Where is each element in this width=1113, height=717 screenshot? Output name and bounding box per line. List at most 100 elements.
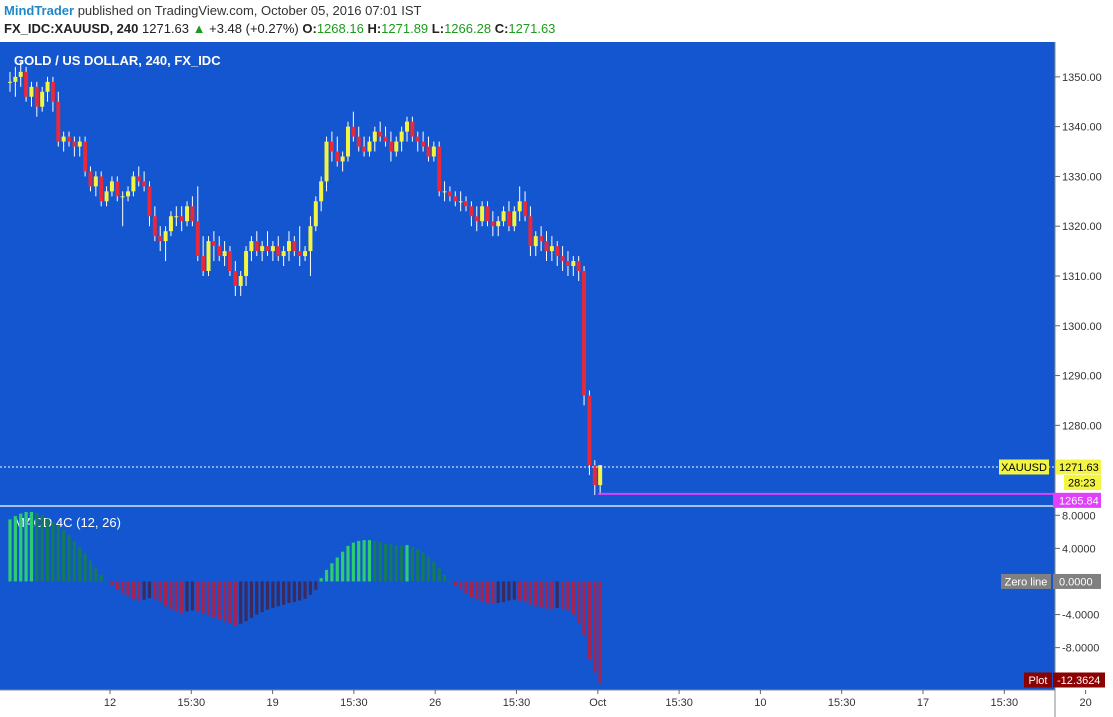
- low-label: L:: [431, 21, 445, 36]
- macd-bar: [29, 511, 34, 582]
- macd-bar: [421, 552, 425, 582]
- price-tick-label: 1350.00: [1062, 72, 1102, 84]
- candle: [539, 226, 544, 252]
- level-tag-text: 1265.84: [1059, 495, 1099, 507]
- macd-bar: [249, 581, 254, 618]
- macd-bar: [8, 519, 12, 582]
- macd-bar: [324, 569, 329, 582]
- low-value: 1266.28: [444, 21, 492, 36]
- high-value: 1271.89: [381, 21, 429, 36]
- countdown-text: 28:23: [1068, 478, 1096, 490]
- candle-body: [598, 465, 603, 486]
- time-tick-labels: 12 15:30 19 15:30 26 15:30 Oct 15:30 10 15:30 17 15…: [104, 690, 1092, 709]
- candle-body: [555, 246, 560, 257]
- candle-body: [523, 201, 528, 217]
- candle-body: [587, 395, 592, 466]
- candle: [512, 206, 517, 232]
- candle: [496, 216, 501, 237]
- candle-body: [93, 176, 98, 187]
- macd-bar: [62, 530, 66, 582]
- candle-body: [56, 101, 61, 142]
- candle: [222, 241, 227, 267]
- macd-bar: [244, 581, 248, 622]
- candle: [528, 206, 533, 257]
- macd-bar: [99, 574, 103, 582]
- candle: [276, 236, 281, 262]
- time-tick-label: 17: [917, 697, 929, 709]
- macd-bar: [51, 521, 55, 582]
- candle-body: [147, 186, 152, 217]
- macd-bar: [555, 581, 559, 608]
- candle: [254, 231, 259, 257]
- candle: [576, 256, 581, 281]
- macd-bar: [282, 581, 286, 605]
- publish-header: MindTrader published on TradingView.com,…: [0, 0, 1113, 42]
- candle: [195, 186, 200, 262]
- candle-body: [211, 241, 216, 247]
- macd-bar: [544, 581, 549, 609]
- candle-body: [115, 181, 120, 197]
- candle: [265, 231, 270, 257]
- close-label: C:: [494, 21, 509, 36]
- candle: [458, 191, 463, 212]
- time-tick-label: 10: [754, 697, 766, 709]
- candle: [351, 111, 356, 142]
- macd-bar: [292, 581, 296, 603]
- chart-canvas[interactable]: 1350.00 1340.00 1330.00 1320.00 1310.00 1300.…: [0, 42, 1113, 717]
- time-axis[interactable]: [0, 690, 1113, 717]
- candle: [506, 201, 511, 232]
- candle: [474, 206, 479, 232]
- macd-bar: [560, 581, 565, 609]
- candle-body: [571, 261, 576, 267]
- candle: [362, 136, 367, 157]
- candle: [437, 141, 442, 197]
- candle-body: [67, 136, 72, 142]
- macd-bar: [13, 516, 17, 582]
- macd-bar: [110, 581, 114, 586]
- macd-bar: [598, 581, 602, 685]
- macd-bar: [378, 541, 382, 582]
- author-link[interactable]: MindTrader: [4, 3, 75, 18]
- candle: [13, 66, 18, 97]
- candle: [431, 141, 436, 162]
- macd-bar: [78, 546, 82, 582]
- candle-body: [244, 251, 249, 276]
- macd-bar: [550, 581, 554, 609]
- zero-line-value: 0.0000: [1059, 576, 1093, 588]
- macd-bar: [469, 581, 473, 598]
- macd-bar: [330, 563, 334, 582]
- price-tick-label: 1340.00: [1062, 122, 1102, 134]
- macd-bar: [185, 581, 189, 612]
- candle: [83, 136, 88, 177]
- macd-bar: [357, 540, 361, 582]
- time-tick-label: 26: [429, 697, 441, 709]
- candle-body: [34, 86, 39, 107]
- macd-bar: [45, 518, 50, 582]
- macd-bar: [255, 581, 259, 615]
- candle: [206, 236, 211, 276]
- candle-body: [539, 236, 544, 242]
- macd-bar: [276, 581, 280, 607]
- macd-bar: [341, 551, 345, 582]
- candle: [249, 236, 254, 262]
- macd-bar: [577, 581, 581, 623]
- candle: [142, 171, 147, 192]
- level-tag: [1053, 492, 1101, 508]
- candle-body: [24, 71, 29, 97]
- candle-body: [485, 206, 490, 222]
- zero-line-name: Zero line: [1005, 576, 1048, 588]
- time-tick-label: 15:30: [503, 697, 531, 709]
- price-axis[interactable]: [1055, 42, 1113, 717]
- macd-bar: [383, 543, 388, 582]
- price-tick-label: 1300.00: [1062, 321, 1102, 333]
- candles: [8, 61, 603, 496]
- candle: [297, 226, 302, 267]
- candle-body: [222, 251, 227, 257]
- macd-bar: [453, 581, 457, 586]
- macd-bar: [72, 540, 76, 582]
- candle-body: [383, 136, 388, 142]
- macd-bar: [94, 568, 98, 582]
- macd-bar: [271, 581, 275, 608]
- candle-body: [388, 141, 393, 152]
- candle: [587, 390, 592, 476]
